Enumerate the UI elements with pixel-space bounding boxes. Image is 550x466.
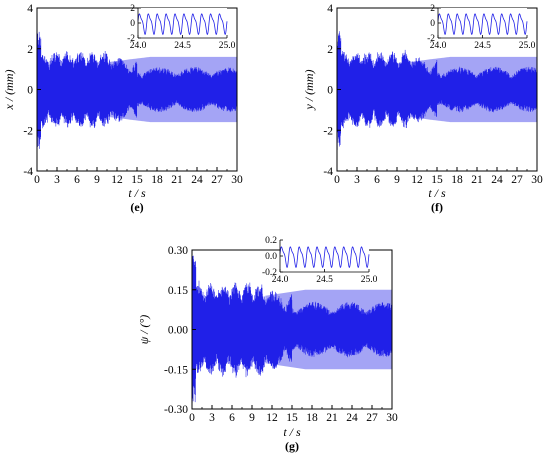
x-tick-label: 27 [366, 412, 378, 424]
x-tick-label: 15 [286, 412, 298, 424]
inset-y-tick-label: 2 [430, 4, 435, 14]
x-tick-label: 0 [34, 174, 40, 186]
x-tick-label: 12 [111, 174, 123, 186]
x-tick-label: 6 [374, 174, 380, 186]
x-axis-label: t / s [428, 186, 446, 200]
y-axis-label: x / (mm) [2, 70, 16, 111]
inset-x-tick-label: 24.0 [430, 41, 447, 51]
signal-trace [36, 30, 238, 149]
inset-signal-trace [137, 13, 228, 36]
inset-x-tick-label: 24.5 [474, 41, 491, 51]
x-tick-label: 12 [411, 174, 423, 186]
x-tick-label: 3 [354, 174, 360, 186]
x-tick-label: 18 [306, 412, 318, 424]
inset-plot: 24.0 24.5 25.0 -2 0 2 [427, 4, 535, 51]
panel-label: (g) [285, 439, 299, 453]
y-tick-label: 2 [27, 44, 33, 56]
x-tick-label: 0 [189, 412, 195, 424]
inset-plot: 24.0 24.5 25.0 -0.2 0.0 0.2 [262, 236, 378, 285]
x-tick-label: 30 [231, 174, 243, 186]
y-tick-label: -0.15 [164, 364, 188, 376]
y-tick-label: 4 [27, 3, 33, 15]
inset-y-tick-label: -0.2 [262, 268, 277, 278]
y-tick-label: -2 [323, 125, 333, 137]
x-tick-label: 0 [334, 174, 340, 186]
x-tick-label: 6 [229, 412, 235, 424]
x-tick-label: 15 [431, 174, 443, 186]
y-tick-label: 2 [327, 44, 333, 56]
y-tick-label: -0.30 [164, 404, 188, 416]
inset-x-tick-label: 25.0 [361, 275, 378, 285]
y-tick-label: 4 [327, 3, 333, 15]
x-axis-label: t / s [283, 425, 301, 439]
x-axis-label: t / s [128, 186, 146, 200]
chart-panel-3: 0 3 6 9 12 15 18 21 24 27 30 -0.30 -0.15 0.00 0.15 0.30… [137, 236, 398, 453]
inset-x-tick-label: 25.0 [219, 41, 236, 51]
y-axis-label: ψ / (°) [137, 315, 151, 345]
x-tick-label: 18 [451, 174, 463, 186]
y-tick-label: -2 [23, 125, 33, 137]
x-tick-label: 30 [386, 412, 398, 424]
x-tick-label: 24 [191, 174, 203, 186]
x-tick-label: 21 [326, 412, 338, 424]
inset-signal-trace [279, 246, 370, 269]
y-tick-label: 0.30 [168, 245, 188, 257]
inset-x-tick-label: 24.5 [174, 41, 191, 51]
inset-y-tick-label: 2 [130, 4, 135, 14]
x-tick-label: 24 [491, 174, 503, 186]
x-tick-label: 15 [131, 174, 143, 186]
x-tick-label: 9 [249, 412, 255, 424]
x-tick-label: 9 [94, 174, 100, 186]
inset-plot: 24.0 24.5 25.0 -2 0 2 [127, 4, 235, 51]
inset-y-tick-label: 0.0 [265, 252, 277, 262]
inset-x-tick-label: 24.0 [130, 41, 147, 51]
x-tick-label: 6 [74, 174, 80, 186]
inset-signal-trace [437, 13, 528, 36]
y-tick-label: 0 [27, 85, 33, 97]
inset-y-tick-label: 0.2 [265, 236, 277, 246]
signal-trace [336, 31, 538, 150]
y-axis-label: y / (mm) [302, 70, 316, 111]
panel-label: (f) [431, 200, 443, 214]
x-tick-label: 27 [211, 174, 223, 186]
x-tick-label: 18 [151, 174, 163, 186]
x-tick-label: 21 [471, 174, 483, 186]
y-tick-label: -4 [323, 166, 333, 178]
x-tick-label: 21 [171, 174, 183, 186]
inset-x-tick-label: 24.0 [272, 275, 289, 285]
y-tick-label: -4 [23, 166, 33, 178]
y-tick-label: 0.00 [168, 325, 188, 337]
x-tick-label: 3 [54, 174, 60, 186]
x-tick-label: 12 [266, 412, 278, 424]
y-tick-label: 0 [327, 85, 333, 97]
inset-y-tick-label: 0 [130, 19, 135, 29]
x-tick-label: 24 [346, 412, 358, 424]
inset-x-tick-label: 25.0 [519, 41, 536, 51]
panel-label: (e) [130, 200, 143, 214]
inset-y-tick-label: -2 [427, 34, 435, 44]
inset-y-tick-label: -2 [127, 34, 135, 44]
x-tick-label: 9 [394, 174, 400, 186]
signal-trace [191, 255, 393, 403]
y-tick-label: 0.15 [168, 285, 188, 297]
x-tick-label: 3 [209, 412, 215, 424]
x-tick-label: 27 [511, 174, 523, 186]
x-tick-label: 30 [531, 174, 543, 186]
inset-y-tick-label: 0 [430, 19, 435, 29]
inset-x-tick-label: 24.5 [316, 275, 333, 285]
